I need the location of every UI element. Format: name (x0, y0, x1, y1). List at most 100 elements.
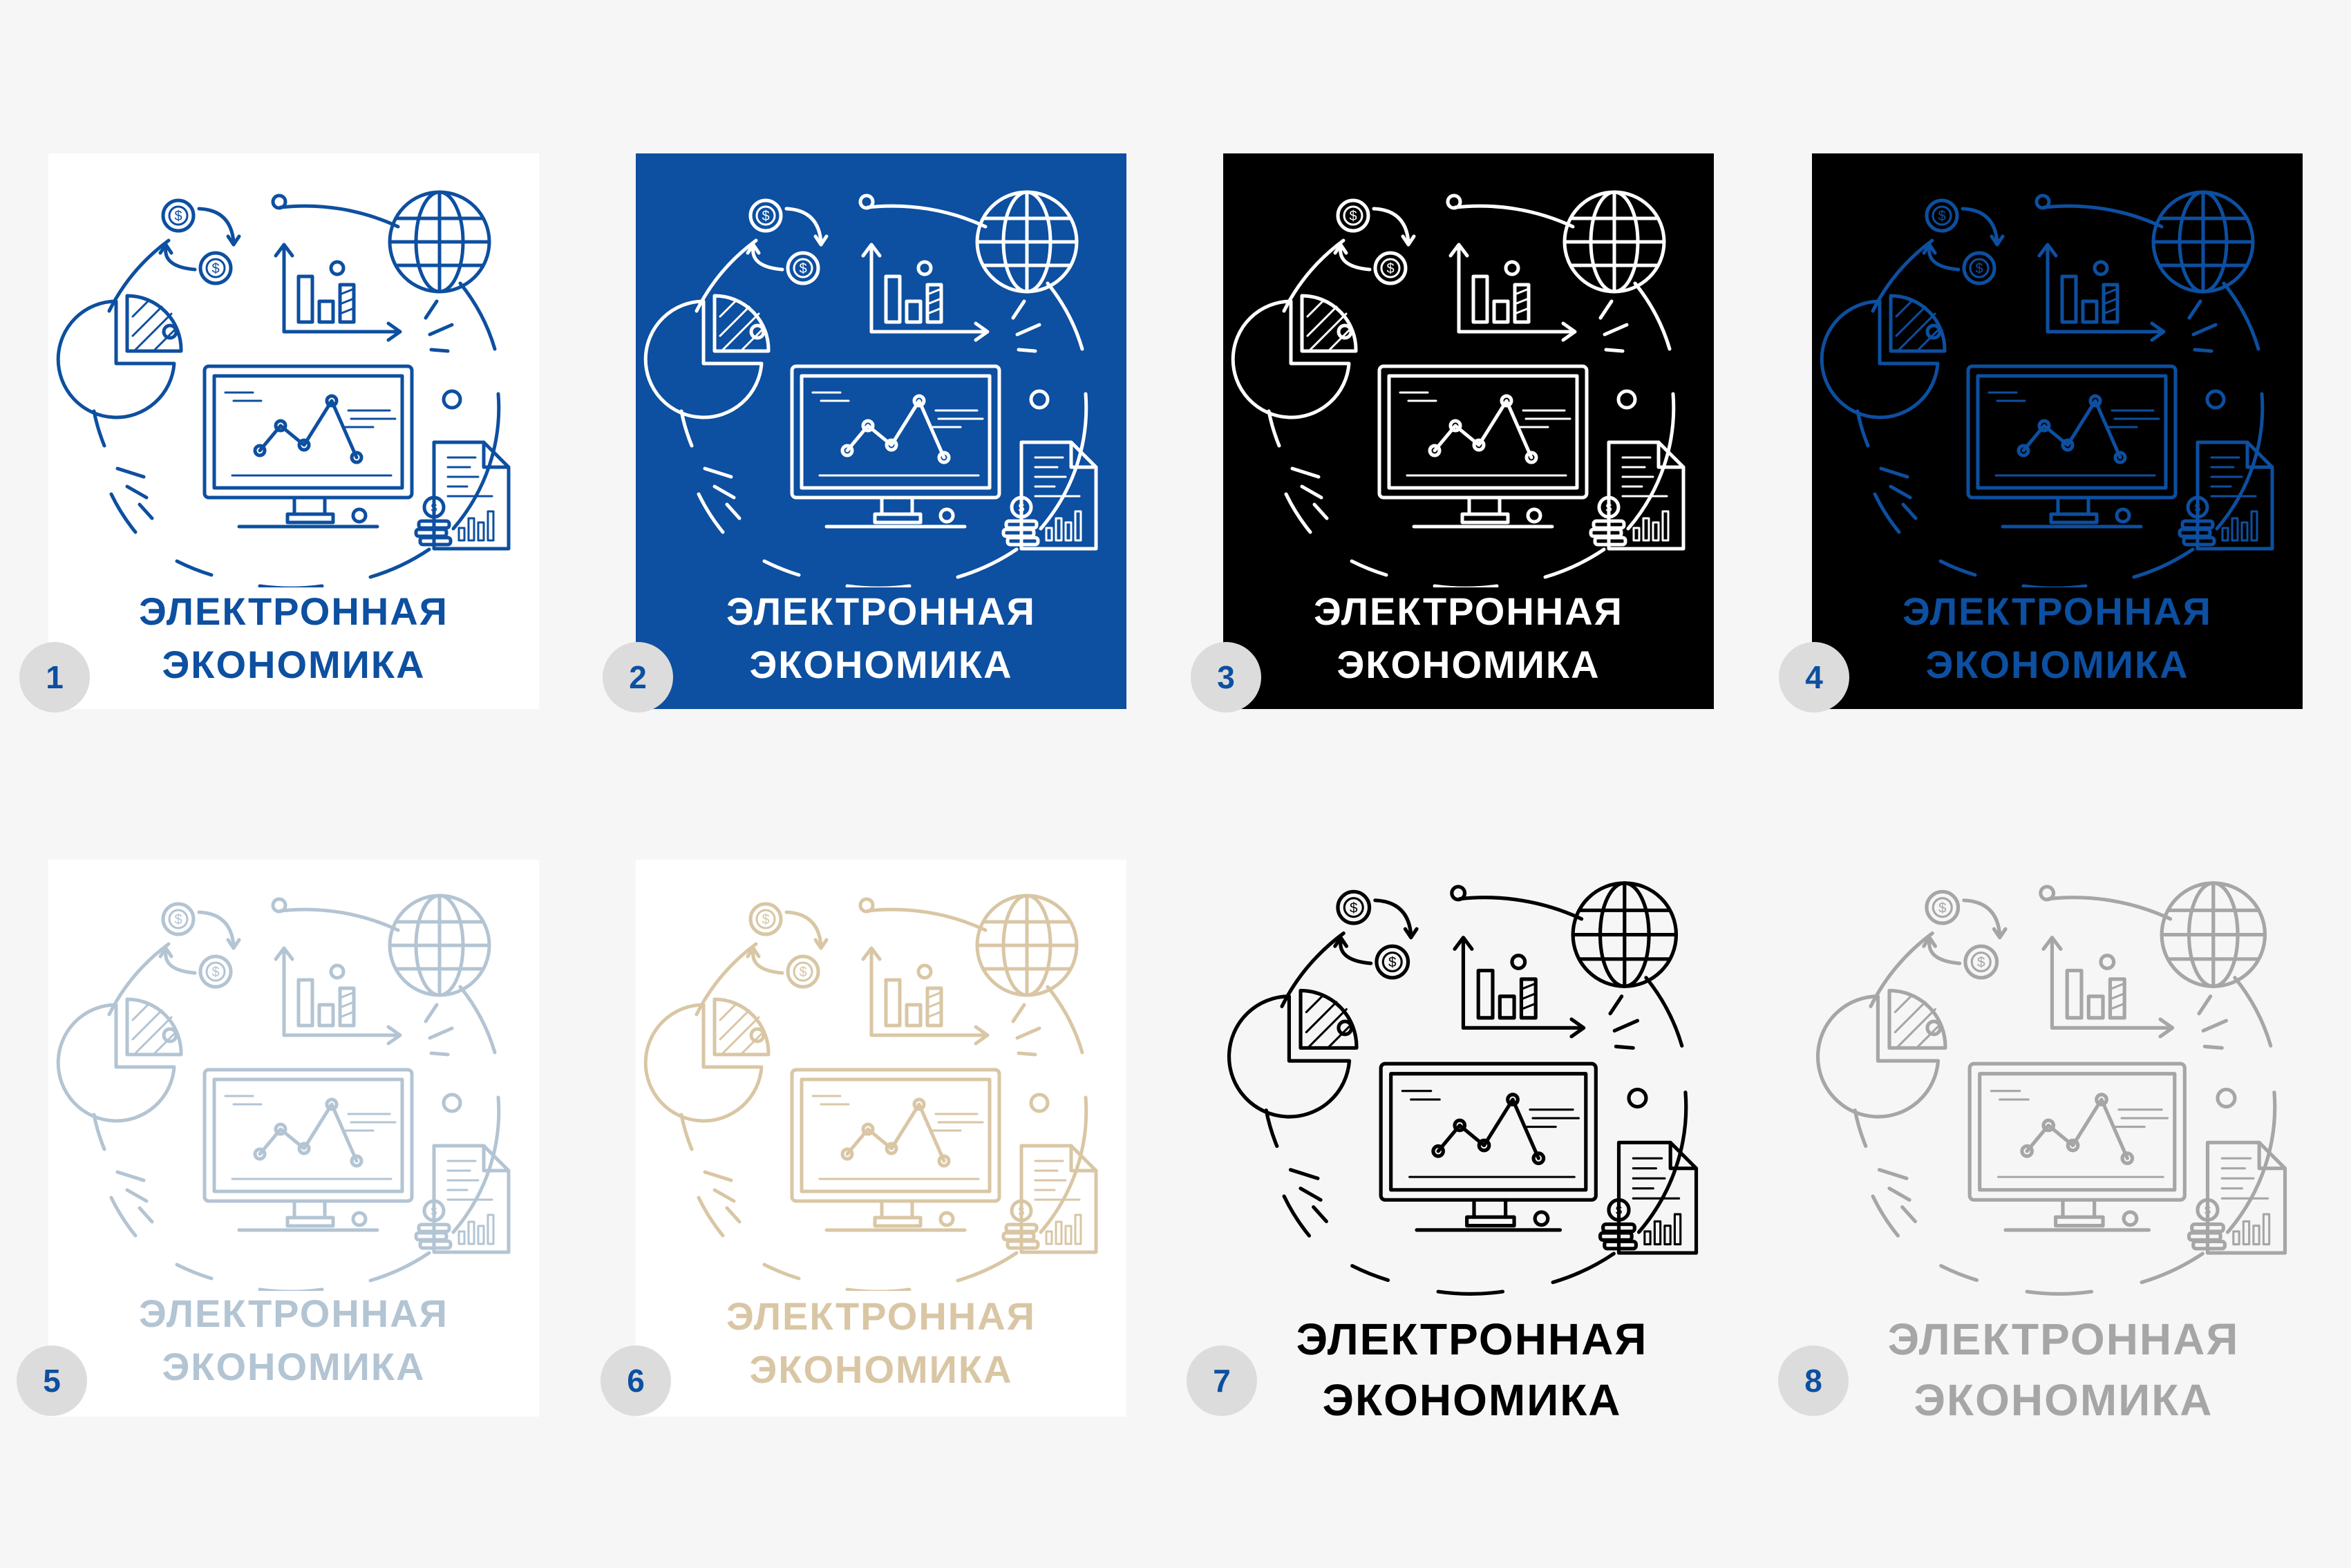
svg-text:$: $ (1975, 261, 1983, 276)
globe-icon (975, 894, 1079, 997)
pie-chart-icon (1231, 294, 1358, 419)
caption-line-1: ЭЛЕКТРОННАЯ (1314, 589, 1623, 633)
caption-line-2: ЭКОНОМИКА (162, 643, 426, 687)
dot (2122, 1210, 2139, 1227)
document-report-icon (2205, 1140, 2287, 1255)
emblem: $ $ (1227, 173, 1711, 590)
pie-chart-icon (1820, 294, 1947, 419)
globe-icon (2151, 190, 2255, 294)
dot (1627, 1088, 1648, 1109)
dot (1526, 507, 1542, 524)
caption: ЭЛЕКТРОННАЯ ЭКОНОМИКА (636, 1290, 1126, 1397)
emblem: $ $ (1816, 173, 2300, 590)
caption-line-2: ЭКОНОМИКА (749, 1348, 1013, 1392)
coins-exchange-icon: $ $ (1922, 889, 2008, 980)
caption-line-2: ЭКОНОМИКА (749, 643, 1013, 687)
globe-icon (1571, 881, 1679, 988)
dot (271, 193, 287, 210)
caption-line-2: ЭКОНОМИКА (1322, 1375, 1622, 1426)
dot (351, 1211, 368, 1227)
caption-line-1: ЭЛЕКТРОННАЯ (139, 1292, 449, 1335)
pie-chart-icon (1227, 988, 1359, 1119)
emblem: $ $ (640, 876, 1124, 1294)
caption-line-1: ЭЛЕКТРОННАЯ (726, 589, 1036, 633)
dot (442, 389, 462, 410)
coins-exchange-icon: $ $ (746, 198, 829, 285)
svg-text:$: $ (1616, 1204, 1622, 1217)
svg-text:$: $ (762, 912, 769, 927)
dot (1029, 389, 1050, 410)
dot (442, 1093, 462, 1113)
dot (1446, 193, 1462, 210)
coin-stack-icon: $ (2178, 495, 2216, 547)
globe-icon (388, 894, 491, 997)
dot (938, 1211, 955, 1227)
dot (271, 897, 287, 914)
dot (858, 897, 875, 914)
bar-chart-growth-icon (274, 243, 402, 342)
dot (329, 260, 346, 276)
variant-number-badge: 4 (1779, 642, 1849, 712)
bar-chart-growth-icon (1448, 243, 1577, 342)
monitor-line-chart-icon (202, 364, 414, 529)
dot (1510, 954, 1527, 970)
dashed-ring (1264, 896, 1688, 1296)
coins-exchange-icon: $ $ (158, 902, 241, 989)
svg-text:$: $ (174, 209, 182, 224)
variant-tile (48, 153, 539, 709)
variant-number-badge: 7 (1187, 1345, 1257, 1416)
svg-text:$: $ (1386, 261, 1394, 276)
variant-number-badge: 8 (1778, 1345, 1849, 1416)
coin-stack-icon: $ (414, 495, 453, 547)
emblem: $ $ (53, 173, 536, 590)
caption-line-2: ЭКОНОМИКА (1914, 1375, 2213, 1426)
svg-text:$: $ (1388, 954, 1397, 970)
svg-text:$: $ (1938, 900, 1947, 916)
coin-stack-icon: $ (1598, 1198, 1638, 1251)
caption-line-2: ЭКОНОМИКА (1925, 643, 2189, 687)
dot (916, 963, 933, 980)
coin-stack-icon: $ (1001, 1199, 1040, 1250)
variant-number-badge: 2 (603, 642, 673, 712)
svg-text:$: $ (1938, 209, 1945, 224)
svg-text:$: $ (431, 1206, 437, 1218)
monitor-line-chart-icon (1966, 364, 2178, 529)
globe-icon (388, 190, 491, 294)
emblem: $ $ (53, 876, 536, 1294)
caption-line-2: ЭКОНОМИКА (1337, 643, 1601, 687)
monitor-line-chart-icon (202, 1068, 414, 1232)
dot (1504, 260, 1520, 276)
sparkle-lines (1877, 994, 2229, 1224)
svg-text:$: $ (799, 965, 806, 980)
svg-text:$: $ (1977, 954, 1985, 970)
dot (2034, 193, 2051, 210)
caption-line-2: ЭКОНОМИКА (162, 1345, 426, 1389)
coins-exchange-icon: $ $ (746, 902, 829, 989)
globe-icon (2160, 881, 2267, 988)
svg-text:$: $ (1019, 1206, 1025, 1218)
caption-line-1: ЭЛЕКТРОННАЯ (1887, 1314, 2240, 1364)
pie-chart-icon (1815, 988, 1947, 1119)
svg-text:$: $ (1350, 900, 1358, 916)
dot (2099, 954, 2116, 970)
coin-stack-icon: $ (1001, 495, 1040, 547)
svg-text:$: $ (762, 209, 769, 224)
monitor-line-chart-icon (790, 364, 1001, 529)
dot (2205, 389, 2226, 410)
pie-chart-icon (56, 997, 183, 1123)
monitor-line-chart-icon (790, 1068, 1001, 1232)
dot (858, 193, 875, 210)
sparkle-lines (115, 1003, 454, 1224)
dot (2115, 507, 2131, 524)
variant-number-badge: 1 (19, 642, 90, 712)
caption: ЭЛЕКТРОННАЯ ЭКОНОМИКА (1202, 1309, 1741, 1431)
sparkle-lines (703, 299, 1041, 520)
coins-exchange-icon: $ $ (1922, 198, 2005, 285)
svg-text:$: $ (2204, 1204, 2211, 1217)
globe-icon (975, 190, 1079, 294)
sparkle-lines (115, 299, 454, 520)
sparkle-lines (703, 1003, 1041, 1224)
dot (2093, 260, 2109, 276)
variant-tile (1223, 153, 1714, 709)
